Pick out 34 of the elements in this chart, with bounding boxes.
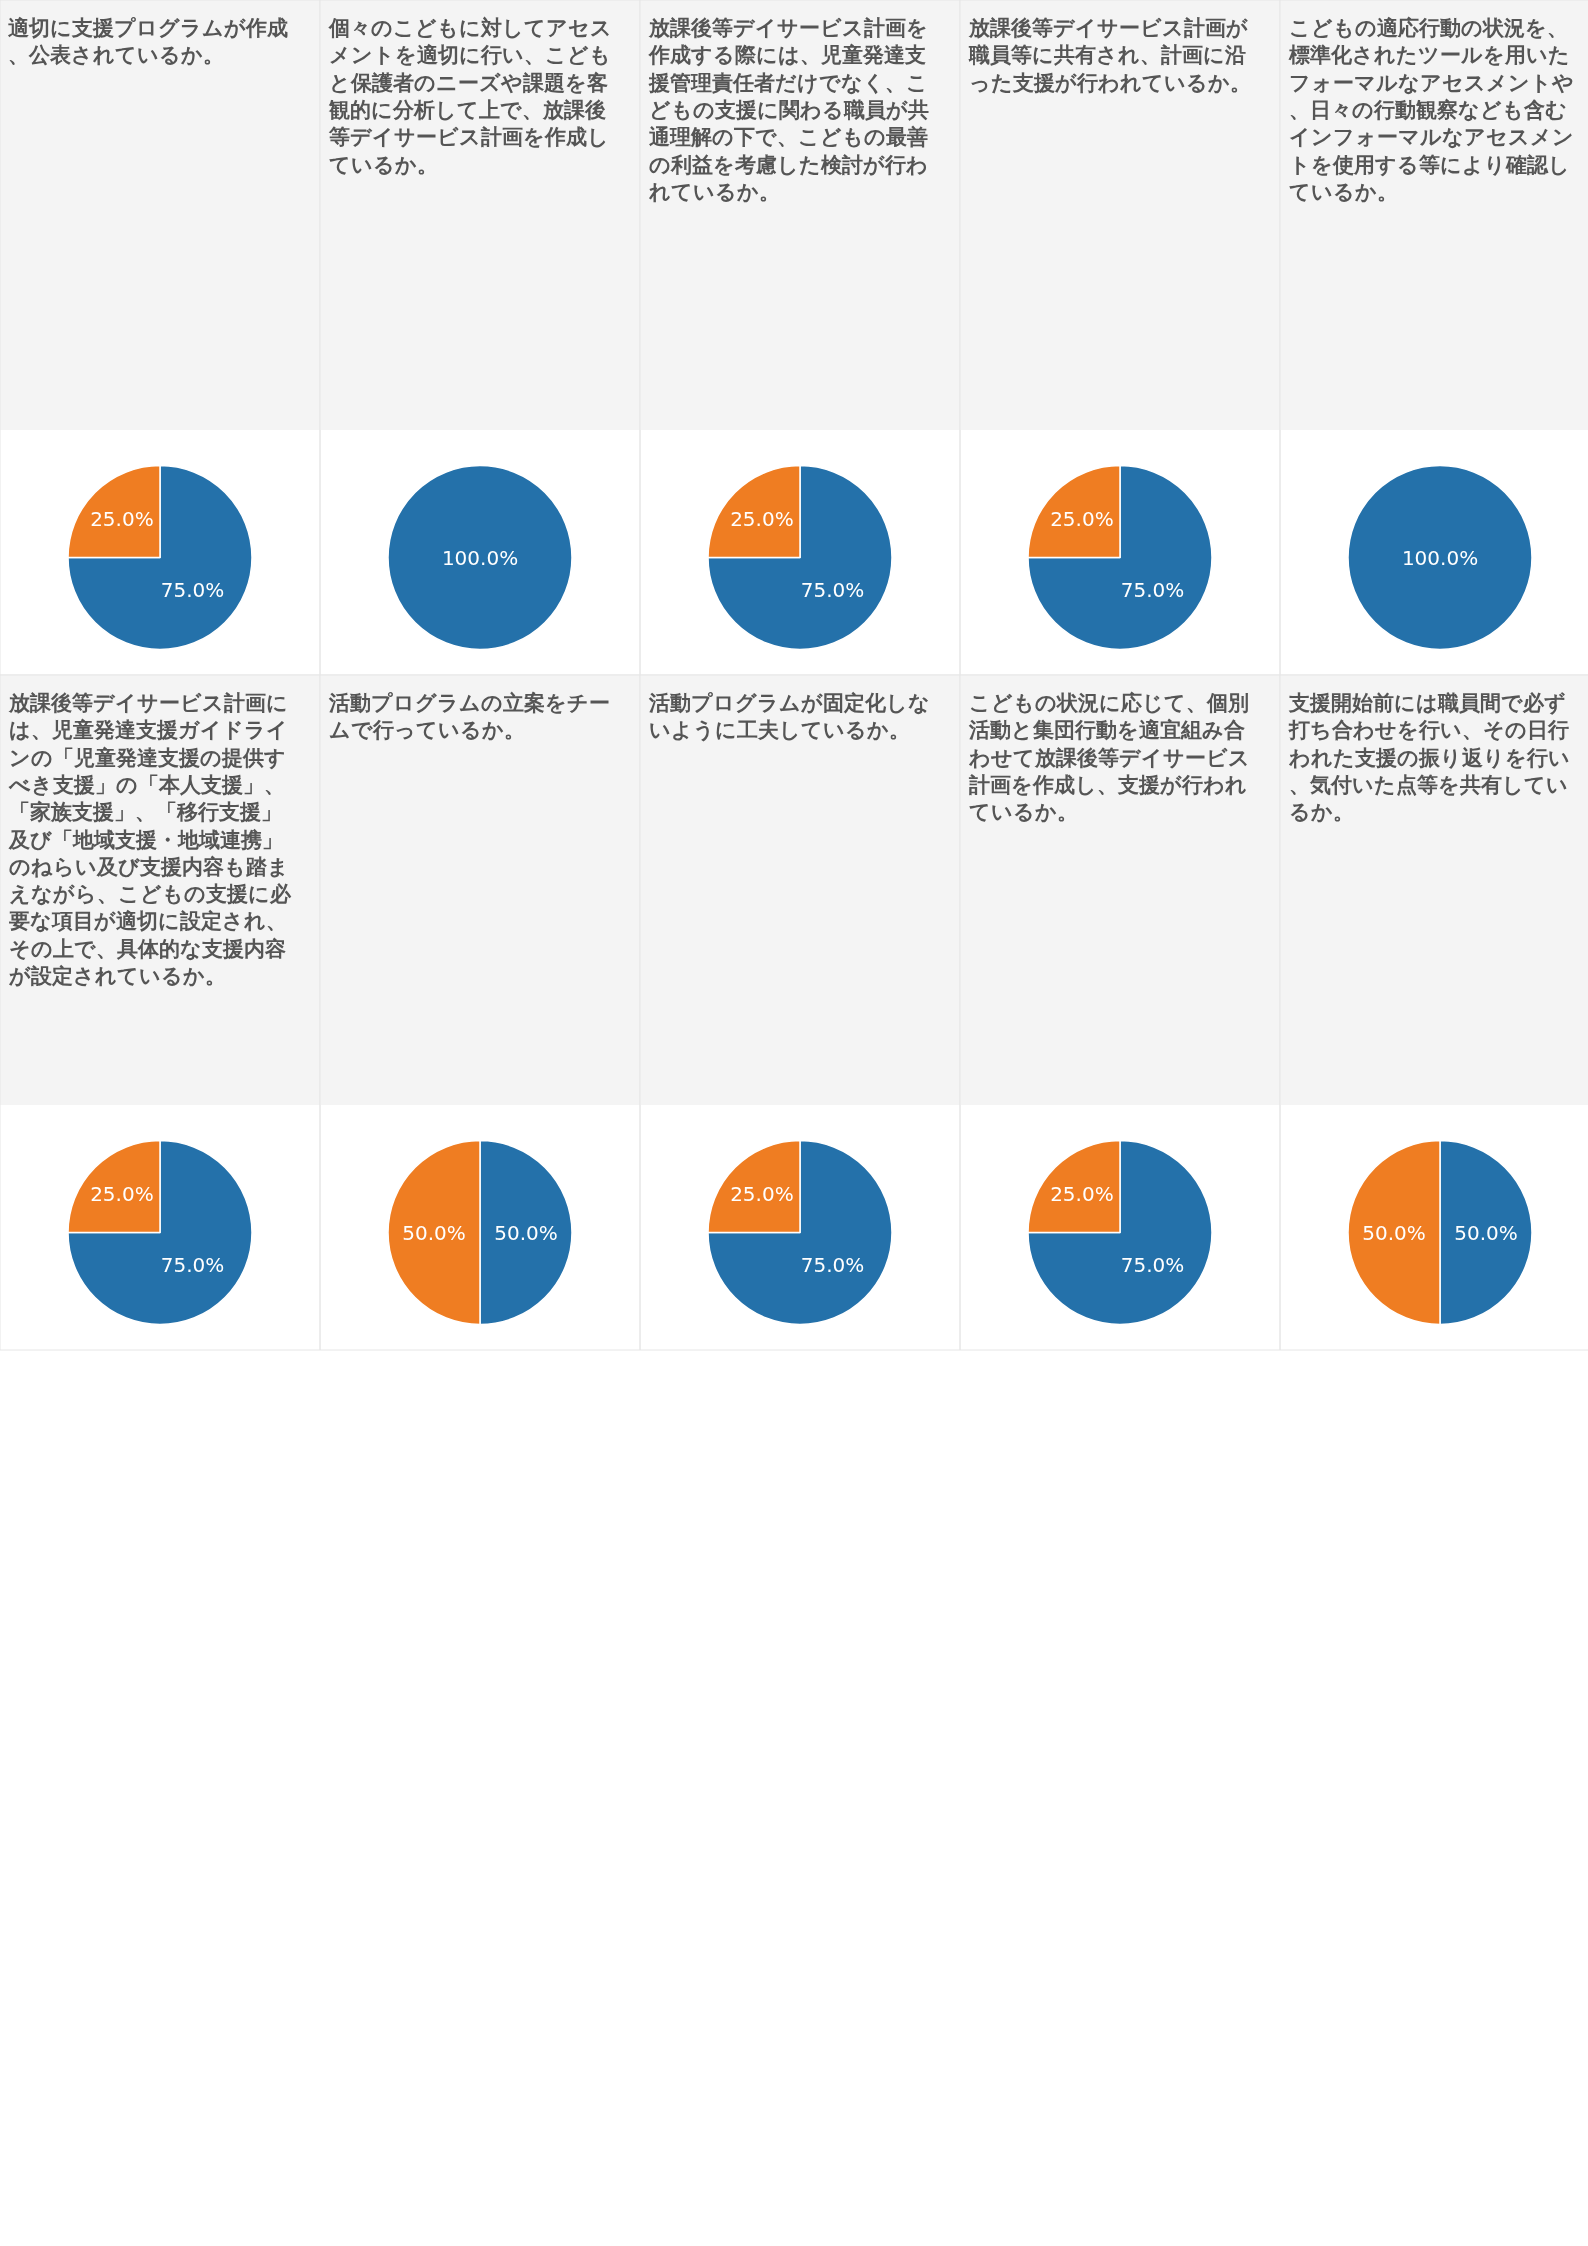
data-label: 75.0% xyxy=(1120,1253,1185,1278)
chart-title: 支援開始前には職員間で必ず打ち合わせを行い、その日行われた支援の振り返りを行い、気付いた点等を共有しているか。 xyxy=(1288,691,1570,825)
data-label: 50.0% xyxy=(1454,1220,1518,1245)
pie-slice xyxy=(707,464,893,651)
pie-slice xyxy=(1027,464,1213,651)
data-label: 100.0% xyxy=(1401,545,1479,570)
data-label: 25.0% xyxy=(1050,1182,1114,1207)
chart-title: 個々のこどもに対してアセスメントを適切に行い、こどもと保護者のニーズや課題を客観的に分析して上で、放課後等デイサービス計画を作成しているか。 xyxy=(328,16,612,177)
data-label: 50.0% xyxy=(494,1220,558,1245)
data-label: 25.0% xyxy=(730,1182,794,1207)
data-label: 25.0% xyxy=(90,507,154,532)
chart-title: 放課後等デイサービス計画には、児童発達支援ガイドラインの「児童発達支援の提供すべき支援」の「本人支援」、「家族支援」、「移行支援」及び「地域支援・地域連携」のねらい及び支援内容も踏まえながら、こどもの支援に必要な項目が適切に設定され、その上で、具体的な支援内容が設定されているか。 xyxy=(9,691,291,988)
chart-title: 活動プログラムの立案をチームで行っているか。 xyxy=(328,691,610,743)
data-label: 75.0% xyxy=(1120,578,1185,603)
chart-title: こどもの適応行動の状況を、標準化されたツールを用いたフォーマルなアセスメントや、日々の行動観察なども含むインフォーマルなアセスメントを使用する等により確認しているか。 xyxy=(1288,16,1574,204)
chart-title: 放課後等デイサービス計画を作成する際には、児童発達支援管理責任者だけでなく、こどもの支援に関わる職員が共通理解の下で、こどもの最善の利益を考慮した検討が行われているか。 xyxy=(648,16,929,204)
chart-title: 活動プログラムが固定化しないように工夫しているか。 xyxy=(648,691,930,743)
data-label: 75.0% xyxy=(160,1253,225,1278)
data-label: 25.0% xyxy=(1050,507,1114,532)
pie-slice xyxy=(67,1139,253,1326)
pie-slice xyxy=(67,464,253,651)
data-label: 75.0% xyxy=(160,578,225,603)
chart-title: 放課後等デイサービス計画が職員等に共有され、計画に沿った支援が行われているか。 xyxy=(968,16,1251,95)
pie-slice xyxy=(707,1139,893,1326)
data-label: 75.0% xyxy=(800,1253,865,1278)
data-label: 75.0% xyxy=(800,578,865,603)
chart-title: 適切に支援プログラムが作成、公表されているか。 xyxy=(8,16,288,68)
chart-title: こどもの状況に応じて、個別活動と集団行動を適宜組み合わせて放課後等デイサービス計画を作成し、支援が行われているか。 xyxy=(968,691,1250,825)
data-label: 50.0% xyxy=(1362,1220,1426,1245)
data-label: 50.0% xyxy=(402,1220,466,1245)
data-label: 25.0% xyxy=(730,507,794,532)
data-label: 25.0% xyxy=(90,1182,154,1207)
pie-slice xyxy=(1027,1139,1213,1326)
data-label: 100.0% xyxy=(441,545,519,570)
